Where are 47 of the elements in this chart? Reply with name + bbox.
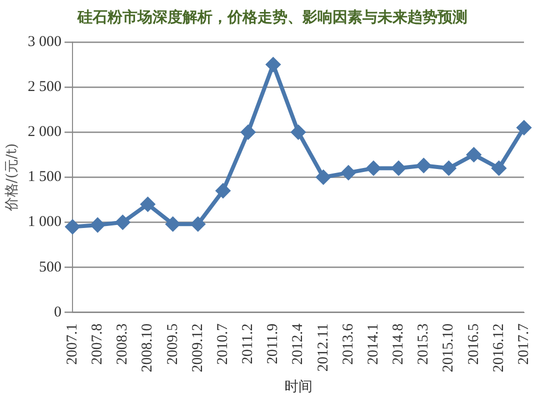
point <box>366 161 381 176</box>
x-tick-label: 2012.4 <box>290 322 306 365</box>
point <box>291 125 306 140</box>
x-tick-label: 2013.6 <box>340 322 356 365</box>
point <box>241 125 256 140</box>
point <box>392 161 406 176</box>
y-tick-label: 3 000 <box>28 34 62 50</box>
x-tick-label: 2016.12 <box>490 323 507 372</box>
point <box>492 161 506 176</box>
y-tick-label: 1 000 <box>28 214 62 230</box>
point <box>341 166 356 180</box>
y-tick-label: 2 000 <box>28 124 62 140</box>
point <box>140 197 155 212</box>
x-tick-label: 2015.10 <box>440 323 457 372</box>
x-tick-label: 2016.5 <box>466 323 482 365</box>
x-tick-label: 2014.1 <box>365 323 382 365</box>
x-tick-label: 2017.7 <box>516 322 532 365</box>
point <box>90 218 105 232</box>
x-tick-label: 2008.3 <box>114 323 131 365</box>
x-tick-label: 2008.10 <box>140 323 156 372</box>
x-tick-label: 2009.12 <box>190 323 206 372</box>
point <box>166 217 180 232</box>
y-tick-label: 0 <box>54 304 62 320</box>
x-tick-label: 2009.5 <box>164 323 181 365</box>
point <box>517 120 531 135</box>
point <box>216 184 230 198</box>
point <box>266 58 280 72</box>
x-tick-label: 2007.1 <box>64 323 80 365</box>
point <box>316 170 330 184</box>
chart-title: 硅石粉市场深度解析，价格走势、影响因素与未来趋势预测 <box>76 7 468 28</box>
y-tick-label: 2 500 <box>28 79 62 96</box>
x-tick-label: 2015.3 <box>416 323 432 365</box>
y-tick-label: 1 500 <box>28 169 62 186</box>
x-tick-label: 2011.9 <box>265 323 282 364</box>
x-axis-title: 时间 <box>284 379 312 396</box>
y-tick-label: 500 <box>39 259 62 276</box>
y-axis-title: 价格/(元/t) <box>4 143 20 212</box>
x-tick-label: 2014.8 <box>390 323 407 365</box>
point <box>116 215 130 230</box>
x-tick-label: 2010.7 <box>214 322 231 365</box>
x-tick-label: 2012.11 <box>315 323 332 372</box>
x-tick-label: 2011.2 <box>240 323 256 364</box>
point <box>442 161 456 176</box>
point <box>466 148 481 162</box>
point <box>416 158 431 173</box>
x-tick-label: 2007.8 <box>90 323 106 365</box>
point <box>190 217 205 232</box>
